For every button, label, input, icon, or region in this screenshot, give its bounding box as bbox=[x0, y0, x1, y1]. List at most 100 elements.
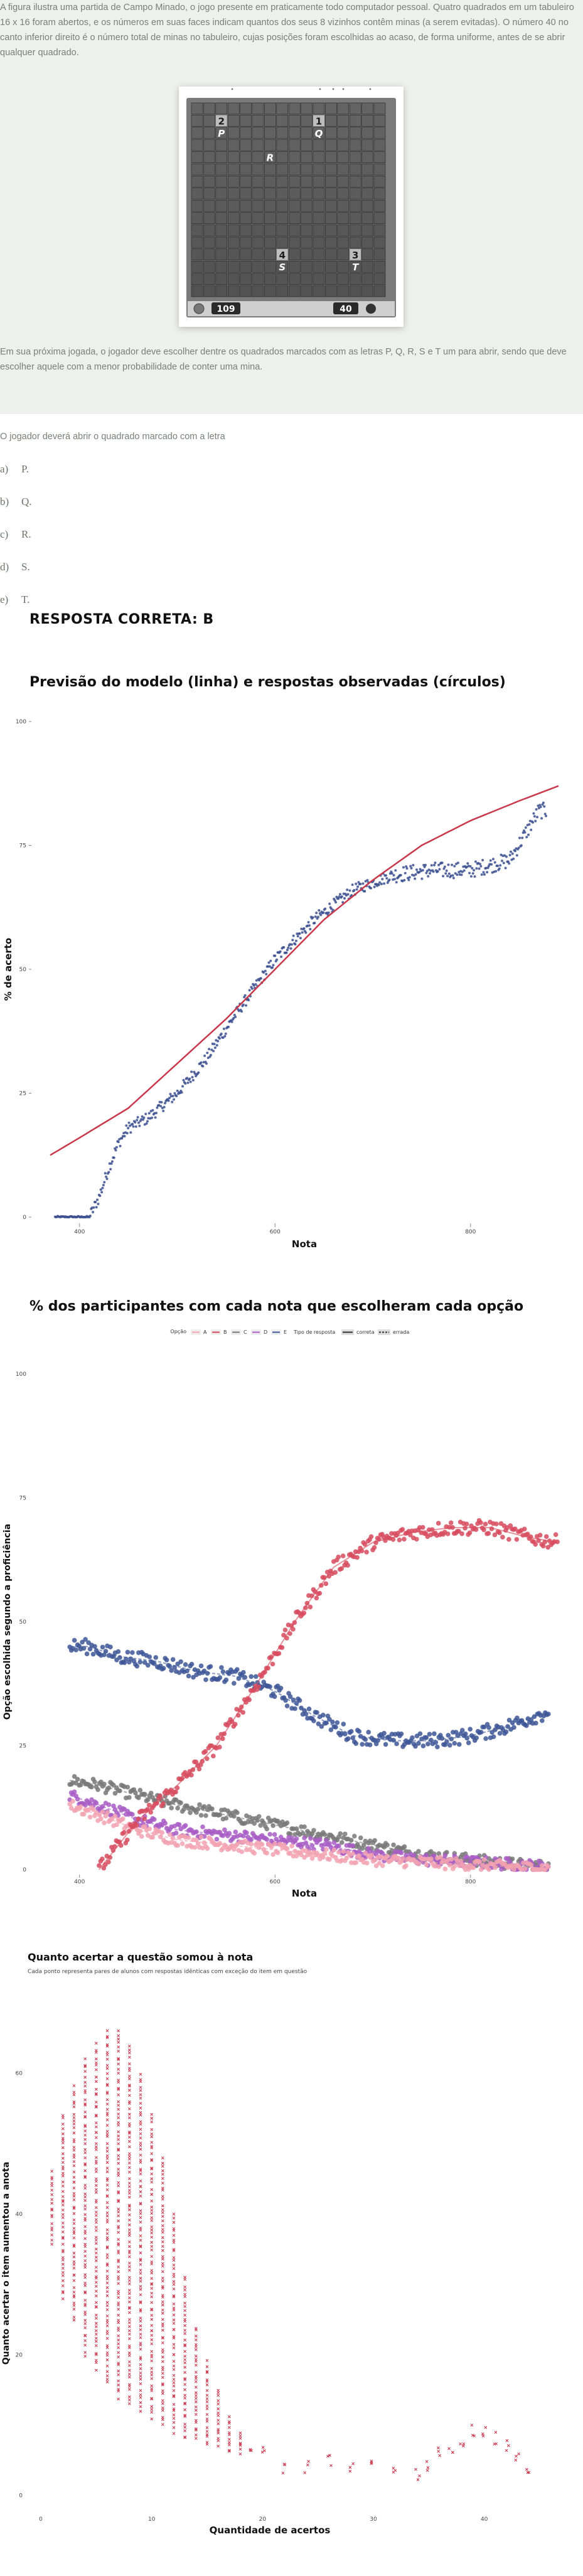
x-tick-label: 600 bbox=[270, 1229, 281, 1235]
scatter-point bbox=[105, 2124, 109, 2127]
scatter-point bbox=[61, 2127, 65, 2131]
scatter-point bbox=[161, 2366, 164, 2369]
observed-point bbox=[182, 1078, 185, 1082]
point-A bbox=[270, 1852, 275, 1857]
observed-point bbox=[466, 862, 469, 865]
point-C bbox=[89, 1784, 94, 1790]
legend-label: E bbox=[284, 1329, 287, 1335]
scatter-point bbox=[83, 2110, 87, 2114]
scatter-point bbox=[127, 2122, 131, 2126]
observed-point bbox=[324, 907, 327, 910]
model-line bbox=[50, 785, 559, 1156]
scatter-point bbox=[127, 2107, 131, 2110]
scatter-point bbox=[83, 2162, 87, 2166]
board-cell bbox=[227, 248, 240, 261]
point-D bbox=[318, 1837, 323, 1842]
point-C bbox=[125, 1784, 131, 1790]
option-a[interactable]: a) P. bbox=[0, 463, 29, 475]
point-C bbox=[256, 1814, 262, 1819]
question-section: A figura ilustra uma partida de Campo Mi… bbox=[0, 0, 583, 414]
scatter-point bbox=[161, 2383, 164, 2387]
scatter-point bbox=[127, 2344, 131, 2348]
scatter-point bbox=[127, 2084, 131, 2088]
scatter-point bbox=[139, 2244, 142, 2248]
scatter-point bbox=[127, 2279, 131, 2282]
scatter-point bbox=[161, 2169, 164, 2173]
scatter-point bbox=[127, 2269, 131, 2272]
point-D bbox=[327, 1841, 332, 1846]
point-B bbox=[100, 1856, 105, 1861]
option-c[interactable]: c) R. bbox=[0, 528, 31, 540]
point-A bbox=[167, 1832, 173, 1838]
option-d[interactable]: d) S. bbox=[0, 561, 30, 573]
point-D bbox=[411, 1853, 417, 1858]
observed-point bbox=[380, 882, 383, 885]
point-B bbox=[340, 1553, 346, 1558]
observed-point bbox=[92, 1210, 95, 1213]
point-A bbox=[198, 1834, 204, 1839]
scatter-point bbox=[83, 2302, 87, 2306]
point-E bbox=[363, 1737, 368, 1742]
point-C bbox=[223, 1816, 229, 1821]
observed-point bbox=[461, 870, 464, 873]
scatter-point bbox=[94, 2238, 98, 2242]
board-cell bbox=[203, 188, 215, 200]
point-E bbox=[84, 1651, 90, 1657]
scatter-point bbox=[161, 2375, 164, 2379]
scatter-point bbox=[117, 2346, 120, 2350]
scatter-point bbox=[150, 2144, 154, 2148]
scatter-point bbox=[117, 2168, 120, 2171]
observed-point bbox=[437, 863, 441, 866]
scatter-point bbox=[94, 2284, 98, 2288]
board-cell bbox=[264, 273, 276, 285]
scatter-point bbox=[172, 2384, 176, 2388]
scatter-point bbox=[150, 2329, 154, 2333]
observed-point bbox=[271, 966, 274, 969]
option-b[interactable]: b) Q. bbox=[0, 496, 32, 508]
observed-point bbox=[442, 875, 445, 878]
point-B bbox=[545, 1545, 550, 1550]
scatter-point bbox=[94, 2210, 98, 2214]
point-B bbox=[158, 1793, 163, 1799]
scatter-point bbox=[117, 2242, 120, 2245]
scatter-point bbox=[172, 2321, 176, 2325]
scatter-point bbox=[194, 2348, 198, 2351]
observed-point bbox=[145, 1122, 148, 1125]
scatter-point bbox=[139, 2401, 142, 2404]
board-cell bbox=[264, 163, 276, 176]
scatter-point bbox=[150, 2172, 154, 2176]
point-E bbox=[383, 1742, 388, 1747]
scatter-point bbox=[139, 2333, 142, 2336]
scatter-point bbox=[117, 2219, 120, 2223]
scatter-point bbox=[172, 2282, 176, 2286]
scatter-point bbox=[161, 2276, 164, 2280]
scatter-point bbox=[72, 2146, 76, 2149]
option-e[interactable]: e) T. bbox=[0, 593, 30, 605]
scatter-point bbox=[50, 2242, 54, 2246]
scatter-point bbox=[94, 2100, 98, 2104]
scatter-point bbox=[183, 2408, 187, 2412]
board-cell bbox=[288, 102, 301, 115]
scatter-point bbox=[161, 2161, 164, 2165]
observed-point bbox=[460, 873, 463, 876]
scatter-point bbox=[127, 2329, 131, 2333]
scatter-point bbox=[150, 2128, 154, 2131]
observed-point bbox=[127, 1121, 131, 1124]
point-E bbox=[511, 1725, 516, 1730]
scatter-point bbox=[117, 2238, 120, 2241]
scatter-point bbox=[227, 2415, 231, 2419]
point-A bbox=[331, 1847, 337, 1853]
scatter-point bbox=[94, 2156, 98, 2159]
scatter-point bbox=[172, 2394, 176, 2398]
scatter-point bbox=[172, 2360, 176, 2363]
board-cell bbox=[349, 260, 361, 273]
point-B bbox=[146, 1802, 152, 1807]
scatter-point bbox=[61, 2122, 65, 2126]
observed-point bbox=[512, 857, 515, 860]
scatter-point bbox=[183, 2436, 187, 2439]
point-E bbox=[474, 1735, 479, 1740]
scatter-point bbox=[139, 2257, 142, 2261]
scatter-point bbox=[105, 2206, 109, 2210]
observed-point bbox=[509, 850, 512, 853]
scatter-point bbox=[117, 2029, 120, 2033]
